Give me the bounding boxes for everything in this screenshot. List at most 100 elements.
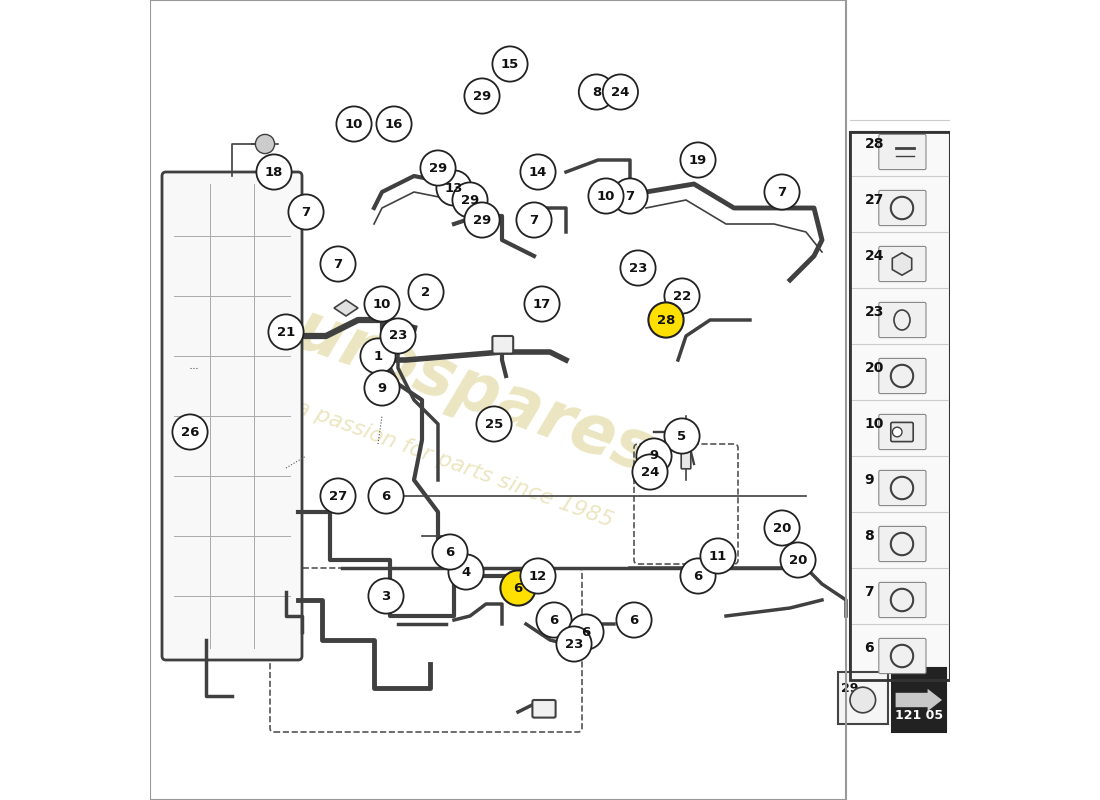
- Circle shape: [569, 614, 604, 650]
- Text: 23: 23: [388, 330, 407, 342]
- Circle shape: [320, 478, 355, 514]
- Text: 9: 9: [865, 473, 874, 487]
- Circle shape: [632, 454, 668, 490]
- Circle shape: [681, 142, 716, 178]
- Text: 29: 29: [461, 194, 480, 206]
- Circle shape: [376, 106, 411, 142]
- Text: 7: 7: [529, 214, 539, 226]
- FancyBboxPatch shape: [162, 172, 302, 660]
- Text: 7: 7: [865, 585, 874, 599]
- Text: 6: 6: [693, 570, 703, 582]
- Circle shape: [588, 178, 624, 214]
- Text: 24: 24: [641, 466, 659, 478]
- Circle shape: [452, 182, 487, 218]
- Text: 27: 27: [865, 193, 883, 207]
- Circle shape: [603, 74, 638, 110]
- Text: 12: 12: [529, 570, 547, 582]
- Circle shape: [476, 406, 512, 442]
- FancyBboxPatch shape: [879, 358, 926, 394]
- Text: 20: 20: [773, 522, 791, 534]
- Circle shape: [364, 370, 399, 406]
- FancyBboxPatch shape: [838, 672, 888, 724]
- Circle shape: [520, 154, 556, 190]
- Text: 29: 29: [473, 214, 491, 226]
- Circle shape: [408, 274, 443, 310]
- Text: 24: 24: [612, 86, 629, 98]
- FancyBboxPatch shape: [493, 336, 514, 354]
- Text: 6: 6: [514, 582, 522, 594]
- Text: 15: 15: [500, 58, 519, 70]
- Text: 19: 19: [689, 154, 707, 166]
- Text: 6: 6: [446, 546, 454, 558]
- FancyBboxPatch shape: [891, 422, 913, 442]
- Text: 25: 25: [485, 418, 503, 430]
- Text: 24: 24: [865, 249, 884, 263]
- Circle shape: [525, 286, 560, 322]
- FancyBboxPatch shape: [879, 246, 926, 282]
- Text: 7: 7: [301, 206, 310, 218]
- Text: 14: 14: [529, 166, 547, 178]
- Text: 9: 9: [649, 450, 659, 462]
- Text: 2: 2: [421, 286, 430, 298]
- Circle shape: [364, 286, 399, 322]
- Circle shape: [173, 414, 208, 450]
- Text: 121 05: 121 05: [894, 709, 943, 722]
- Text: 29: 29: [429, 162, 447, 174]
- Text: 10: 10: [373, 298, 392, 310]
- Circle shape: [892, 427, 902, 437]
- Circle shape: [613, 178, 648, 214]
- Text: 3: 3: [382, 590, 390, 602]
- Circle shape: [764, 510, 800, 546]
- Text: 6: 6: [549, 614, 559, 626]
- Text: 16: 16: [385, 118, 404, 130]
- FancyBboxPatch shape: [879, 190, 926, 226]
- FancyBboxPatch shape: [879, 134, 926, 170]
- FancyBboxPatch shape: [532, 700, 556, 718]
- FancyBboxPatch shape: [879, 470, 926, 506]
- FancyArrow shape: [895, 689, 942, 711]
- Text: 28: 28: [657, 314, 675, 326]
- FancyBboxPatch shape: [892, 668, 946, 732]
- FancyBboxPatch shape: [879, 582, 926, 618]
- Circle shape: [420, 150, 455, 186]
- Text: 6: 6: [865, 641, 874, 655]
- Text: 7: 7: [778, 186, 786, 198]
- Text: 22: 22: [673, 290, 691, 302]
- FancyBboxPatch shape: [879, 526, 926, 562]
- Circle shape: [616, 602, 651, 638]
- Text: 10: 10: [344, 118, 363, 130]
- Text: 8: 8: [592, 86, 601, 98]
- Text: 7: 7: [333, 258, 342, 270]
- Text: 20: 20: [789, 554, 807, 566]
- Circle shape: [620, 250, 656, 286]
- Text: 26: 26: [180, 426, 199, 438]
- FancyBboxPatch shape: [879, 638, 926, 674]
- Circle shape: [681, 558, 716, 594]
- Circle shape: [368, 578, 404, 614]
- Circle shape: [368, 478, 404, 514]
- Circle shape: [493, 46, 528, 82]
- Text: 10: 10: [597, 190, 615, 202]
- Circle shape: [701, 538, 736, 574]
- Circle shape: [500, 570, 536, 606]
- Text: 28: 28: [865, 137, 884, 151]
- FancyBboxPatch shape: [879, 302, 926, 338]
- Text: 29: 29: [842, 682, 859, 694]
- FancyBboxPatch shape: [879, 414, 926, 450]
- Text: eurospares: eurospares: [244, 281, 663, 487]
- Text: 9: 9: [377, 382, 386, 394]
- Polygon shape: [334, 300, 358, 316]
- Circle shape: [664, 278, 700, 314]
- Circle shape: [780, 542, 815, 578]
- Circle shape: [464, 202, 499, 238]
- Text: 23: 23: [564, 638, 583, 650]
- Text: 23: 23: [629, 262, 647, 274]
- Text: 6: 6: [582, 626, 591, 638]
- FancyBboxPatch shape: [681, 447, 691, 469]
- Circle shape: [381, 318, 416, 354]
- Text: 27: 27: [329, 490, 348, 502]
- Text: 13: 13: [444, 182, 463, 194]
- Circle shape: [664, 418, 700, 454]
- Circle shape: [268, 314, 304, 350]
- Circle shape: [557, 626, 592, 662]
